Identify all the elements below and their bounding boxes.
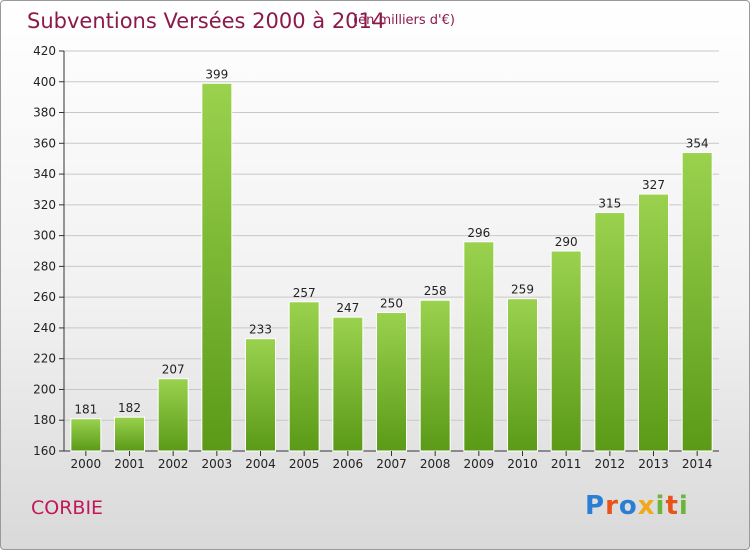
y-tick-label: 220	[33, 352, 56, 366]
bar-2000	[70, 418, 102, 452]
x-tick-label-2003: 2003	[202, 457, 233, 471]
bar-2013	[638, 193, 669, 452]
proxiti-logo: Proxiti	[585, 491, 689, 521]
x-tick-label-2001: 2001	[114, 457, 145, 471]
x-tick-label-2005: 2005	[289, 457, 320, 471]
y-tick-label: 280	[33, 259, 56, 273]
y-tick-label: 260	[33, 290, 56, 304]
x-tick-label-2007: 2007	[376, 457, 407, 471]
y-tick-label: 300	[33, 229, 56, 243]
data-label-2008: 258	[424, 284, 447, 298]
data-label-2000: 181	[74, 403, 97, 417]
y-tick-label: 200	[33, 382, 56, 396]
x-tick-label-2008: 2008	[420, 457, 451, 471]
x-tick-label-2006: 2006	[333, 457, 364, 471]
x-tick-label-2002: 2002	[158, 457, 189, 471]
y-tick-label: 380	[33, 106, 56, 120]
data-label-2006: 247	[336, 301, 359, 315]
data-label-2013: 327	[642, 178, 665, 192]
unit-note: (en milliers d'€)	[353, 13, 455, 28]
y-tick-label: 360	[33, 136, 56, 150]
bar-2014	[681, 152, 713, 452]
bar-2001	[114, 416, 145, 452]
bar-2002	[157, 378, 189, 452]
data-label-2001: 182	[118, 401, 141, 415]
data-label-2009: 296	[467, 226, 490, 240]
chart-title: Subventions Versées 2000 à 2014	[27, 9, 386, 33]
y-tick-label: 340	[33, 167, 56, 181]
x-tick-label-2009: 2009	[464, 457, 495, 471]
data-label-2007: 250	[380, 297, 403, 311]
bar-2006	[332, 316, 364, 452]
data-label-2012: 315	[598, 197, 621, 211]
y-tick-label: 160	[33, 444, 56, 458]
place-name: CORBIE	[31, 497, 104, 519]
y-tick-label: 400	[33, 75, 56, 89]
data-label-2010: 259	[511, 283, 534, 297]
bar-2008	[419, 299, 451, 452]
bar-2010	[507, 298, 538, 452]
x-tick-label-2010: 2010	[507, 457, 538, 471]
bar-2005	[288, 301, 320, 452]
y-tick-label: 240	[33, 321, 56, 335]
x-tick-label-2014: 2014	[682, 457, 713, 471]
x-tick-label-2004: 2004	[245, 457, 276, 471]
x-tick-label-2011: 2011	[551, 457, 582, 471]
y-tick-label: 320	[33, 198, 56, 212]
x-tick-label-2000: 2000	[71, 457, 102, 471]
x-tick-label-2012: 2012	[595, 457, 626, 471]
bar-2011	[550, 250, 582, 452]
y-tick-label: 420	[33, 44, 56, 58]
bar-2003	[201, 82, 233, 452]
data-label-2004: 233	[249, 323, 272, 337]
data-label-2002: 207	[162, 363, 185, 377]
data-label-2011: 290	[555, 235, 578, 249]
bar-2007	[376, 312, 407, 452]
data-label-2014: 354	[686, 137, 709, 151]
data-label-2003: 399	[205, 67, 228, 81]
bar-2004	[245, 338, 276, 452]
y-tick-label: 180	[33, 413, 56, 427]
data-label-2005: 257	[293, 286, 316, 300]
bar-2012	[594, 212, 626, 452]
x-tick-label-2013: 2013	[638, 457, 669, 471]
bar-2009	[463, 241, 495, 452]
